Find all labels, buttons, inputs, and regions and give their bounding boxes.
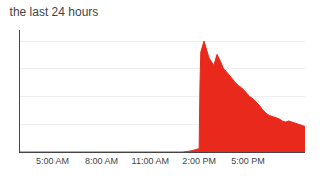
svg-text:11:00 AM: 11:00 AM — [132, 156, 169, 166]
svg-text:8:00 AM: 8:00 AM — [85, 156, 118, 166]
svg-text:5:00 AM: 5:00 AM — [36, 156, 69, 166]
svg-text:the last 24 hours: the last 24 hours — [10, 5, 99, 19]
svg-text:2:00 PM: 2:00 PM — [182, 156, 216, 166]
svg-text:5:00 PM: 5:00 PM — [231, 156, 265, 166]
